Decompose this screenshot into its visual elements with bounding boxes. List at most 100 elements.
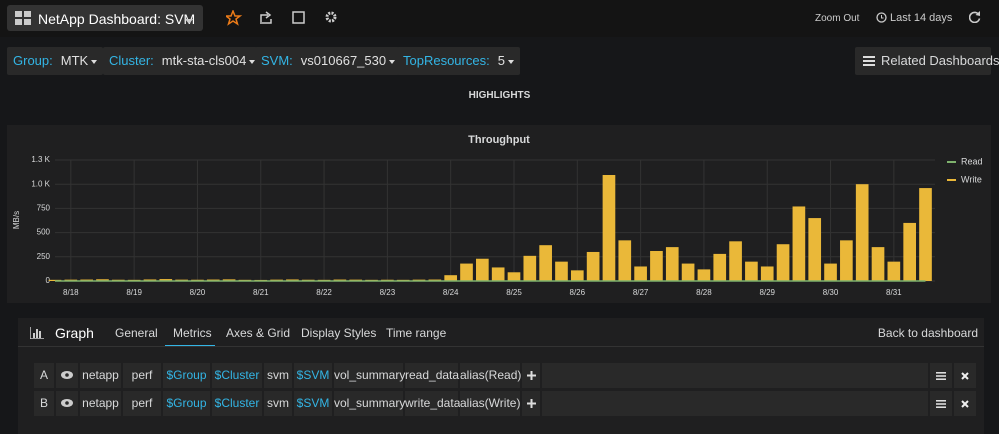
legend-swatch <box>947 161 956 163</box>
top-bar: NetApp Dashboard: SVM Zoom Out Last 14 d… <box>0 0 999 37</box>
query-filler <box>542 391 928 416</box>
bar <box>143 279 157 281</box>
x-tick-label: 8/31 <box>886 288 902 297</box>
bar <box>476 258 489 281</box>
divider <box>18 346 984 347</box>
bar <box>760 266 774 281</box>
query-segment[interactable]: alias(Read) <box>460 363 521 388</box>
bar <box>555 261 568 281</box>
query-segment[interactable]: netapp <box>80 363 121 388</box>
zoom-out[interactable]: Zoom Out <box>815 13 860 24</box>
query-segment[interactable]: svm <box>264 363 292 388</box>
query-ref[interactable]: B <box>34 391 54 416</box>
variable[interactable]: Cluster: mtk-sta-cls004 <box>103 47 262 75</box>
remove-query[interactable] <box>954 363 976 388</box>
caret <box>507 59 514 64</box>
bar <box>855 184 869 281</box>
query-menu[interactable] <box>930 363 952 388</box>
x-tick-label: 8/25 <box>506 288 522 297</box>
variable-label: TopResources: <box>403 53 490 68</box>
menu-icon <box>863 55 875 66</box>
bar <box>570 270 584 281</box>
x-tick-label: 8/29 <box>759 288 775 297</box>
back-link[interactable]: Back to dashboard <box>877 326 978 340</box>
add-segment[interactable] <box>522 363 540 388</box>
remove-query[interactable] <box>954 391 976 416</box>
query-ref[interactable]: A <box>34 363 54 388</box>
x-tick-label: 8/26 <box>570 288 586 297</box>
dashboard-picker[interactable]: NetApp Dashboard: SVM <box>7 5 203 31</box>
x-tick-label: 8/20 <box>190 288 206 297</box>
query-segment[interactable]: netapp <box>80 391 121 416</box>
query-segment[interactable]: perf <box>123 391 161 416</box>
y-tick-label: 1.0 K <box>31 179 50 188</box>
query-segment[interactable]: $Cluster <box>212 391 262 416</box>
add-segment[interactable] <box>522 391 540 416</box>
caret-icon <box>185 19 193 24</box>
bar <box>539 245 552 281</box>
variable[interactable]: TopResources: 5 <box>397 47 520 75</box>
query-segment[interactable]: alias(Write) <box>460 391 520 416</box>
x-tick-label: 8/28 <box>696 288 712 297</box>
tab[interactable]: Display Styles <box>301 326 377 340</box>
bar <box>444 275 458 281</box>
bar <box>792 206 806 281</box>
bar <box>919 188 932 281</box>
x-tick-label: 8/19 <box>126 288 142 297</box>
bar <box>776 244 790 281</box>
y-tick-label: 500 <box>37 228 51 237</box>
share-icon[interactable] <box>260 11 272 24</box>
chart-title: Throughput <box>468 134 530 146</box>
query-segment[interactable]: write_data <box>405 391 460 416</box>
query-segment[interactable]: vol_summary <box>334 391 405 416</box>
bar <box>697 269 711 281</box>
y-tick-label: 250 <box>37 252 51 261</box>
x-tick-label: 8/24 <box>443 288 459 297</box>
bar <box>713 253 727 281</box>
x-tick-label: 8/22 <box>316 288 332 297</box>
query-segment[interactable]: $Group <box>163 363 210 388</box>
legend-label: Read <box>961 156 983 166</box>
query-segment[interactable]: svm <box>264 391 292 416</box>
variable[interactable]: SVM: vs010667_530 <box>255 47 402 75</box>
query-filler <box>542 363 928 388</box>
settings-icon[interactable] <box>325 11 337 23</box>
star-icon[interactable] <box>226 10 243 26</box>
caret <box>91 59 98 64</box>
y-axis-label: MB/s <box>12 211 21 229</box>
bar <box>745 261 758 281</box>
query-segment[interactable]: $SVM <box>294 363 332 388</box>
refresh-icon[interactable] <box>969 11 981 23</box>
query-segment[interactable]: $Cluster <box>212 363 262 388</box>
panel: Throughput MB/s 0 250 500 750 1.0 K 1.3 K 8/18… <box>7 125 991 303</box>
bar <box>650 250 663 281</box>
bar <box>681 263 695 281</box>
y-tick-label: 750 <box>37 204 51 213</box>
query-segment[interactable]: read_data <box>405 363 459 388</box>
query-segment[interactable]: $SVM <box>294 391 332 416</box>
toggle-visibility[interactable] <box>56 363 78 388</box>
variable[interactable]: Group: MTK <box>7 47 104 75</box>
tab[interactable]: Axes & Grid <box>226 326 291 340</box>
bar <box>286 279 299 281</box>
caret <box>249 59 256 64</box>
toggle-visibility[interactable] <box>56 391 78 416</box>
panel-editor: Graph General Metrics Axes & Grid Display S… <box>18 318 984 434</box>
bar <box>618 240 632 281</box>
related-dashboards[interactable]: Related Dashboards <box>855 47 999 75</box>
bar <box>523 255 537 281</box>
bar <box>665 247 679 281</box>
tab[interactable]: Time range <box>386 326 447 340</box>
tab[interactable]: Metrics <box>173 326 212 340</box>
tab[interactable]: General <box>115 326 158 340</box>
x-tick-label: 8/21 <box>253 288 269 297</box>
query-segment[interactable]: perf <box>123 363 161 388</box>
query-menu[interactable] <box>930 391 952 416</box>
time-range[interactable]: Last 14 days <box>890 12 953 24</box>
query-segment[interactable]: $Group <box>163 391 210 416</box>
bar <box>634 266 647 281</box>
save-icon[interactable] <box>292 11 305 24</box>
query-segment[interactable]: vol_summary <box>334 363 405 388</box>
